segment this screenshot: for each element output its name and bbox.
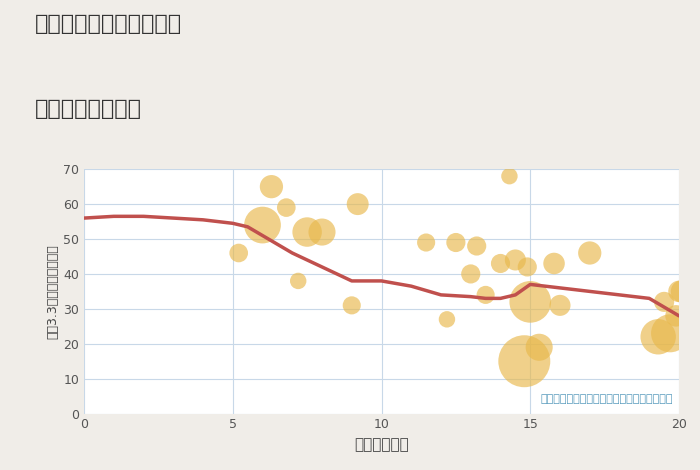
Point <box>266 183 277 190</box>
Point <box>522 263 533 271</box>
Point <box>676 288 687 295</box>
Point <box>346 302 357 309</box>
Text: 駅距離別土地価格: 駅距離別土地価格 <box>35 99 142 119</box>
Point <box>352 200 363 208</box>
X-axis label: 駅距離（分）: 駅距離（分） <box>354 437 409 452</box>
Point <box>281 204 292 212</box>
Text: 円の大きさは、取引のあった物件面積を示す: 円の大きさは、取引のあった物件面積を示す <box>540 394 673 404</box>
Point <box>549 260 560 267</box>
Point <box>673 288 685 295</box>
Point <box>480 291 491 298</box>
Point <box>316 228 328 236</box>
Point <box>495 260 506 267</box>
Point <box>302 228 313 236</box>
Point <box>450 239 461 246</box>
Point <box>519 358 530 365</box>
Point <box>421 239 432 246</box>
Point <box>525 298 536 306</box>
Point <box>504 172 515 180</box>
Point <box>664 329 676 337</box>
Y-axis label: 坪（3.3㎡）単価（万円）: 坪（3.3㎡）単価（万円） <box>46 244 59 339</box>
Point <box>293 277 304 285</box>
Text: 神奈川県伊勢原市白根の: 神奈川県伊勢原市白根の <box>35 14 182 34</box>
Point <box>554 302 566 309</box>
Point <box>584 249 595 257</box>
Point <box>659 298 670 306</box>
Point <box>441 315 452 323</box>
Point <box>471 242 482 250</box>
Point <box>257 221 268 229</box>
Point <box>652 333 664 341</box>
Point <box>233 249 244 257</box>
Point <box>533 344 545 351</box>
Point <box>671 312 682 320</box>
Point <box>465 270 476 278</box>
Point <box>510 256 521 264</box>
